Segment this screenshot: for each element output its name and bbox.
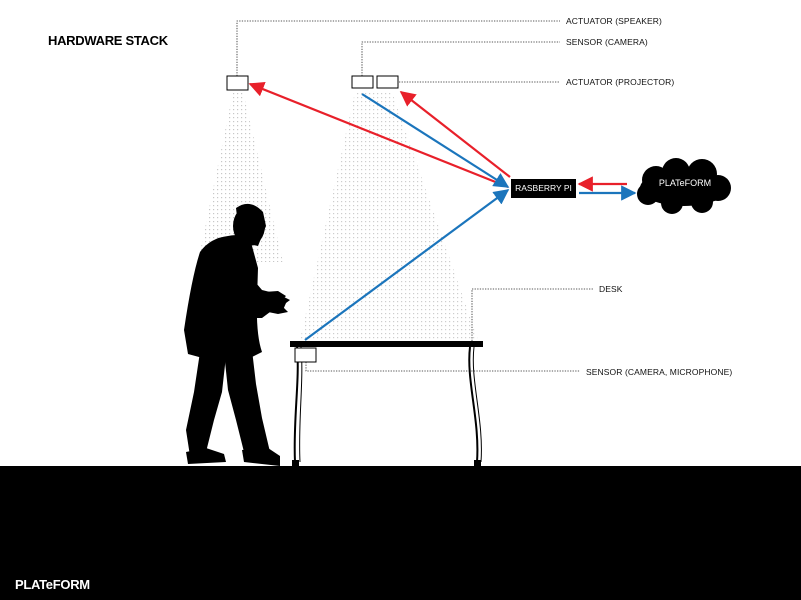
- projector-cone: [300, 92, 478, 340]
- speaker-device: [226, 75, 249, 91]
- arrow-pi-to-speaker: [248, 81, 509, 189]
- label-actuator-speaker: ACTUATOR (SPEAKER): [566, 16, 662, 26]
- arrow-desk-sensor-to-pi: [304, 189, 510, 341]
- speaker-leader: [236, 20, 560, 76]
- footer-brand: PLATeFORM: [15, 577, 90, 592]
- diagram-title: HARDWARE STACK: [48, 33, 168, 48]
- label-actuator-projector: ACTUATOR (PROJECTOR): [566, 77, 675, 87]
- arrow-camera-to-pi: [361, 93, 510, 188]
- cloud-shape: [637, 158, 731, 214]
- label-sensor-camera-microphone: SENSOR (CAMERA, MICROPHONE): [586, 367, 733, 377]
- raspberry-pi-box: [511, 179, 576, 198]
- camera-leader: [361, 41, 560, 76]
- desk: [290, 341, 483, 466]
- desk-sensor-device: [294, 347, 317, 363]
- label-desk: DESK: [599, 284, 623, 294]
- arrow-pi-to-projector: [399, 91, 511, 178]
- projector-device: [376, 75, 399, 89]
- label-sensor-camera: SENSOR (CAMERA): [566, 37, 648, 47]
- person-silhouette: [184, 203, 290, 466]
- desk-leader: [471, 288, 593, 341]
- desk-sensor-leader: [305, 362, 580, 372]
- ground: [0, 466, 801, 600]
- cloud-label: PLATeFORM: [658, 178, 712, 188]
- raspberry-pi-label: RASBERRY PI: [515, 183, 572, 193]
- camera-device: [351, 75, 374, 89]
